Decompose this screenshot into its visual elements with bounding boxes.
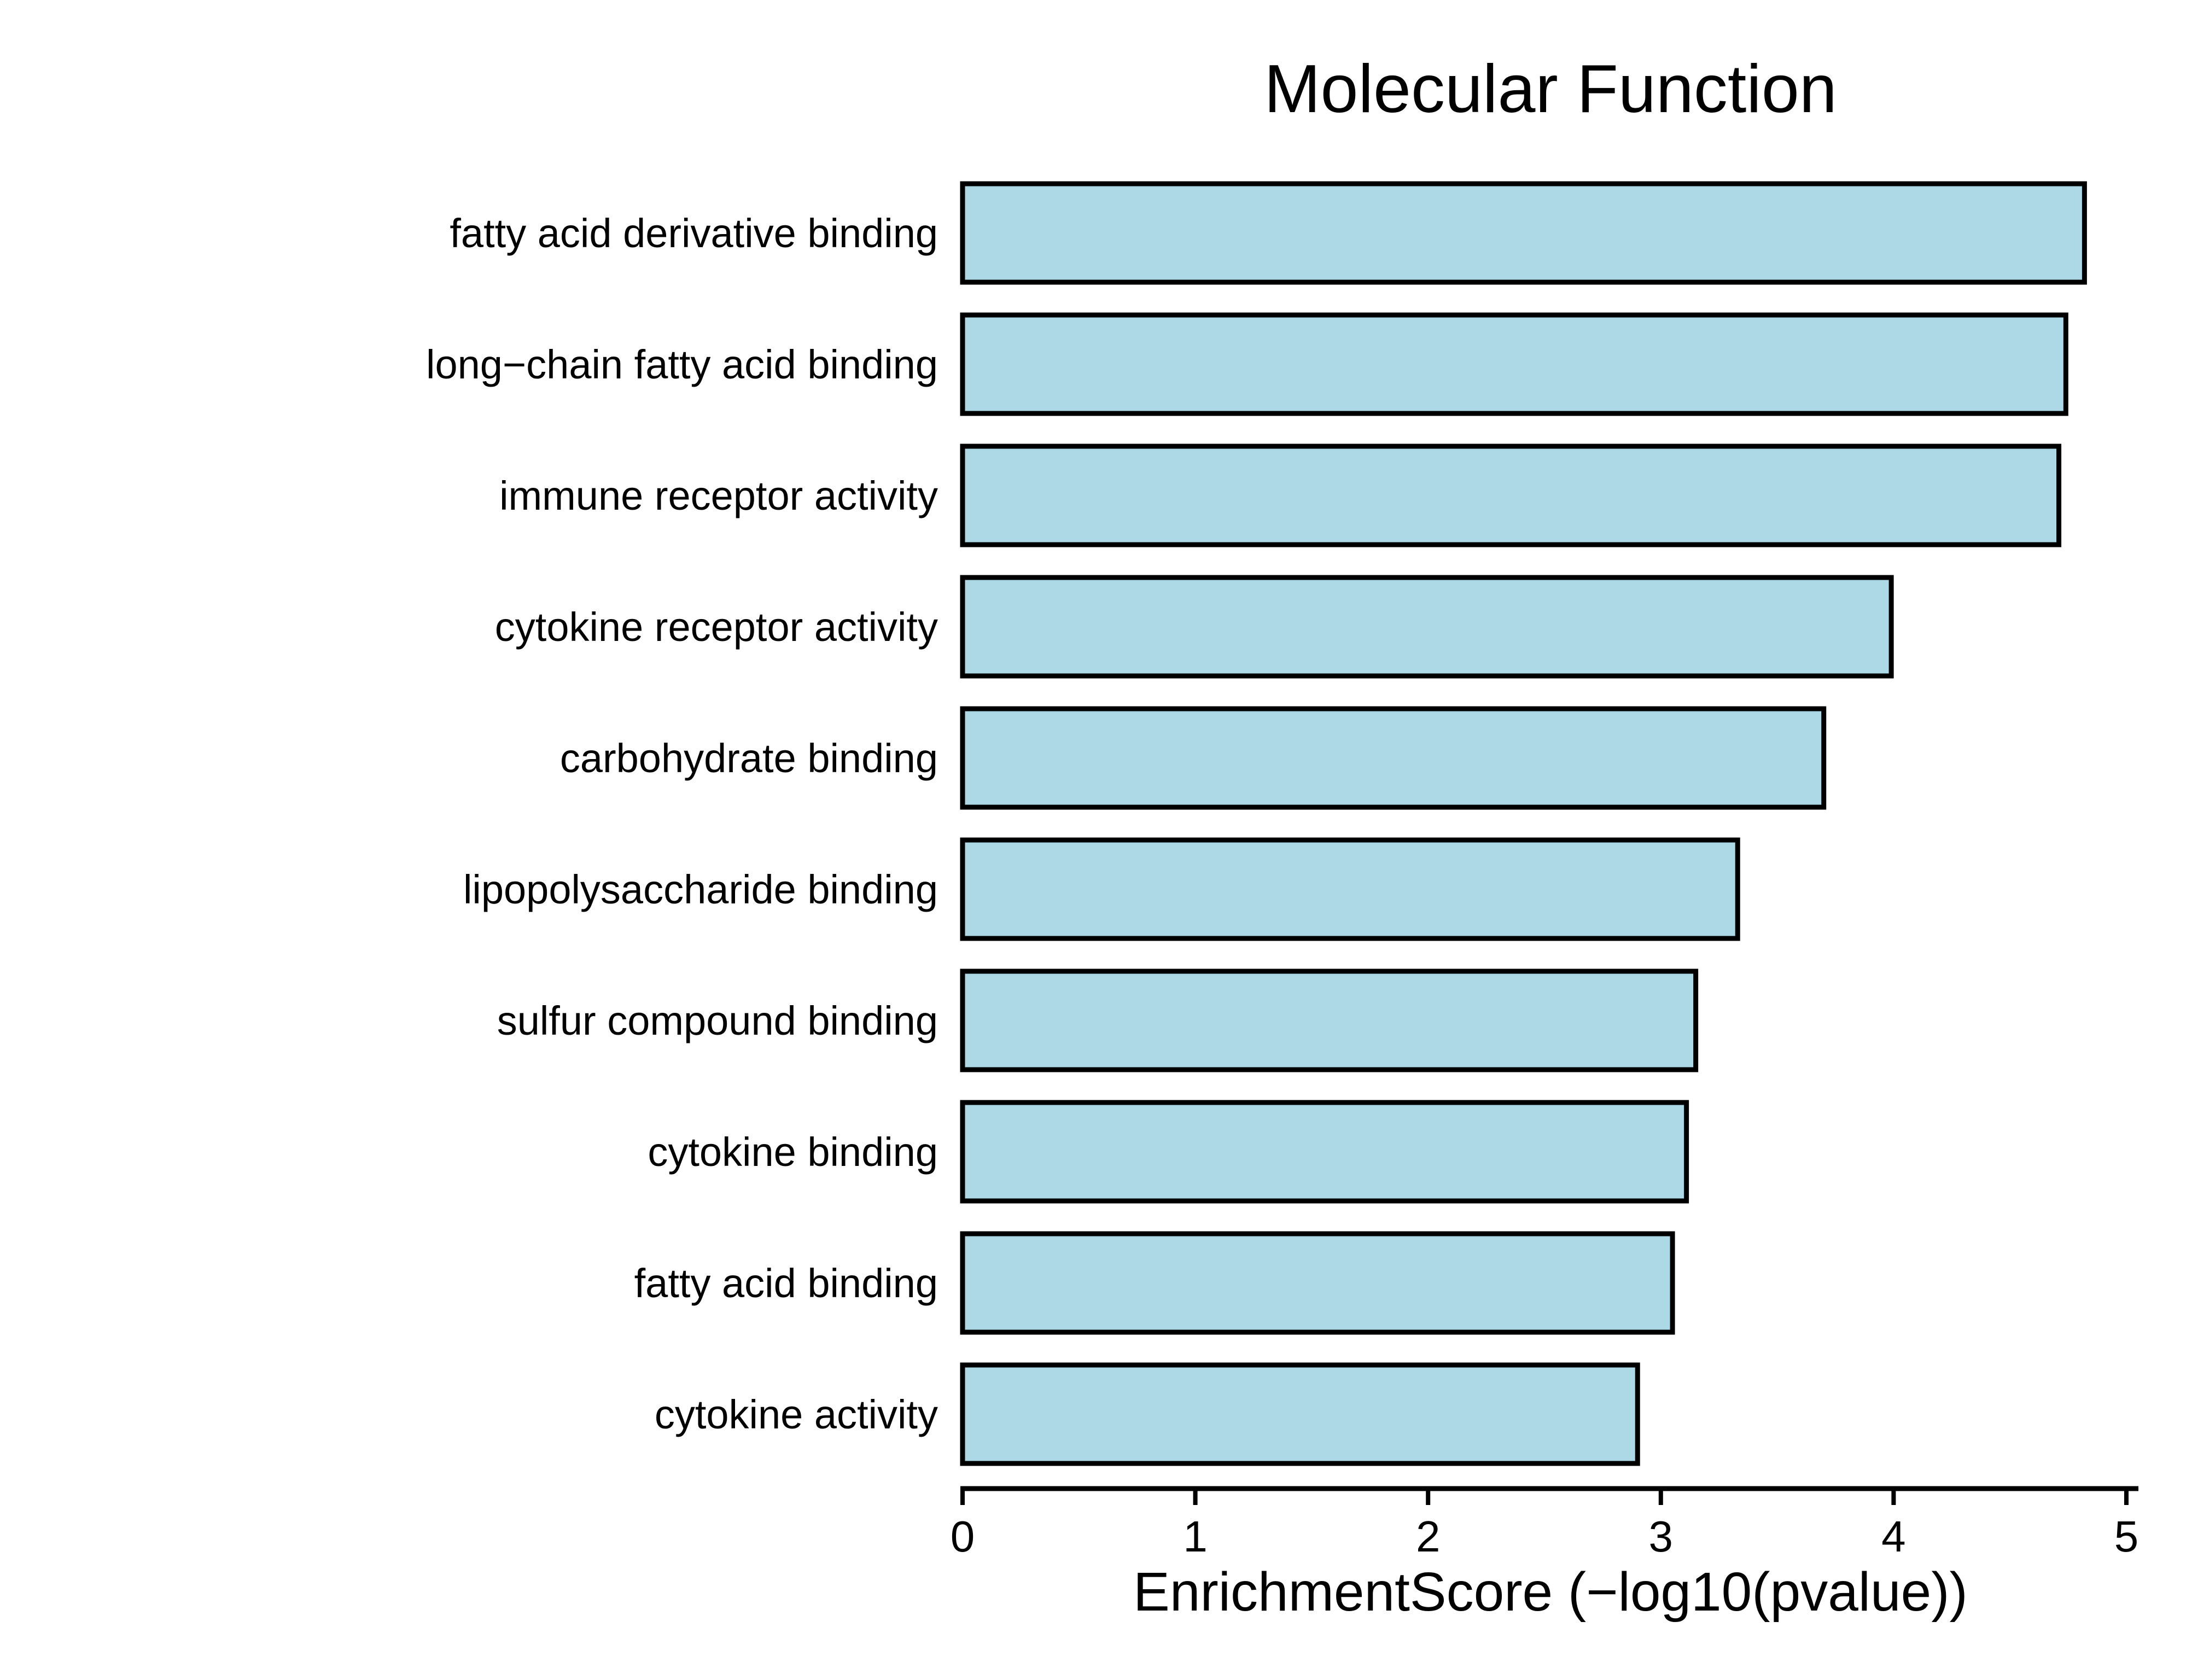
bar-3 bbox=[960, 575, 1894, 679]
bar-0 bbox=[960, 181, 2087, 285]
category-label-9: cytokine activity bbox=[655, 1392, 938, 1437]
category-label-2: immune receptor activity bbox=[499, 473, 938, 518]
bar-5 bbox=[960, 837, 1740, 941]
bar-6 bbox=[960, 969, 1699, 1072]
chart-title: Molecular Function bbox=[1264, 51, 1837, 127]
x-tick-label-0: 0 bbox=[951, 1512, 975, 1561]
bar-7 bbox=[960, 1100, 1689, 1204]
x-tick-label-1: 1 bbox=[1183, 1512, 1208, 1561]
category-label-3: cytokine receptor activity bbox=[495, 604, 938, 650]
x-axis: 0 1 2 3 4 5 bbox=[951, 1486, 2139, 1561]
category-label-5: lipopolysaccharide binding bbox=[463, 867, 938, 912]
x-tick-label-5: 5 bbox=[2114, 1512, 2139, 1561]
category-label-0: fatty acid derivative binding bbox=[450, 211, 938, 256]
category-label-4: carbohydrate binding bbox=[560, 736, 938, 781]
bar-9 bbox=[960, 1362, 1640, 1466]
bar-2 bbox=[960, 444, 2062, 547]
bar-4 bbox=[960, 706, 1827, 810]
category-label-6: sulfur compound binding bbox=[497, 998, 938, 1043]
bar-8 bbox=[960, 1231, 1675, 1335]
x-tick-label-2: 2 bbox=[1416, 1512, 1441, 1561]
x-tick-label-3: 3 bbox=[1649, 1512, 1674, 1561]
category-label-1: long−chain fatty acid binding bbox=[426, 342, 938, 387]
category-label-8: fatty acid binding bbox=[634, 1261, 938, 1306]
x-tick-label-4: 4 bbox=[1881, 1512, 1906, 1561]
bars-group bbox=[960, 181, 2087, 1466]
category-label-7: cytokine binding bbox=[648, 1129, 938, 1175]
category-labels: fatty acid derivative binding long−chain … bbox=[426, 211, 938, 1437]
x-axis-title: EnrichmentScore (−log10(pvalue)) bbox=[1133, 1561, 1968, 1623]
bar-1 bbox=[960, 312, 2068, 416]
